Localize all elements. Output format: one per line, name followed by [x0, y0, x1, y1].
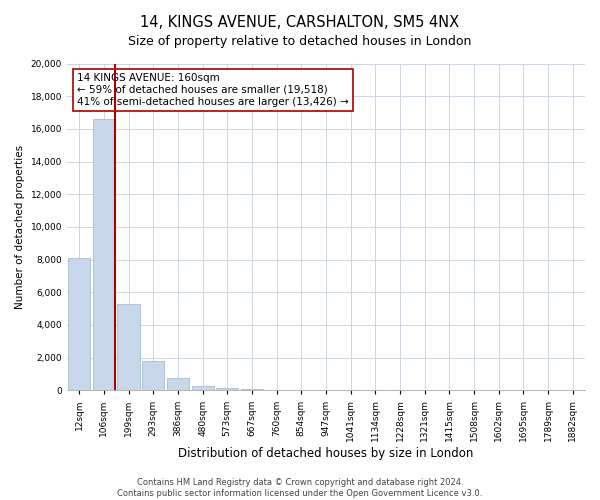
X-axis label: Distribution of detached houses by size in London: Distribution of detached houses by size …	[178, 447, 473, 460]
Y-axis label: Number of detached properties: Number of detached properties	[15, 145, 25, 309]
Bar	[68, 258, 91, 390]
Text: 14 KINGS AVENUE: 160sqm
← 59% of detached houses are smaller (19,518)
41% of sem: 14 KINGS AVENUE: 160sqm ← 59% of detache…	[77, 74, 349, 106]
Text: 14, KINGS AVENUE, CARSHALTON, SM5 4NX: 14, KINGS AVENUE, CARSHALTON, SM5 4NX	[140, 15, 460, 30]
Text: Size of property relative to detached houses in London: Size of property relative to detached ho…	[128, 35, 472, 48]
Bar	[118, 304, 140, 390]
Bar	[216, 388, 238, 390]
Bar	[142, 361, 164, 390]
Bar	[93, 119, 115, 390]
Text: Contains HM Land Registry data © Crown copyright and database right 2024.
Contai: Contains HM Land Registry data © Crown c…	[118, 478, 482, 498]
Bar	[191, 386, 214, 390]
Bar	[167, 378, 189, 390]
